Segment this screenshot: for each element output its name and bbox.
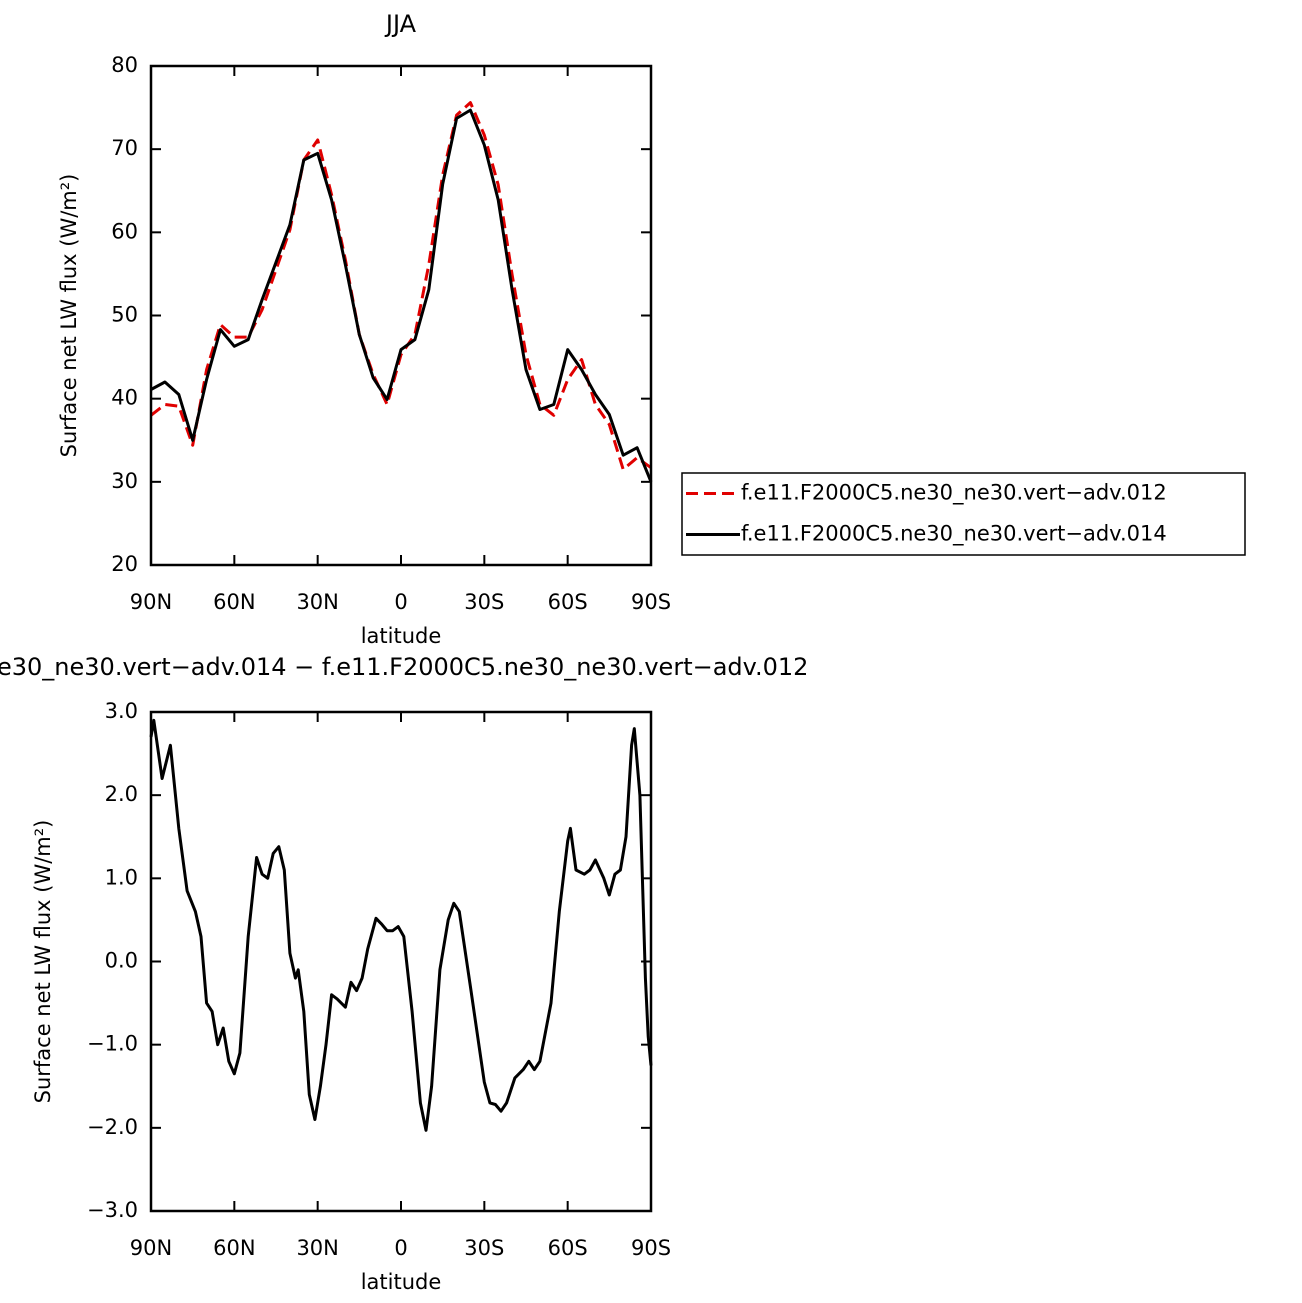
data-line xyxy=(150,101,652,471)
y-tick-label: −3.0 xyxy=(87,1198,138,1222)
chart-title: JJA xyxy=(384,10,417,38)
x-tick-label: 30N xyxy=(296,1236,338,1260)
x-tick-label: 60N xyxy=(213,1236,255,1260)
legend-label: f.e11.F2000C5.ne30_ne30.vert−adv.012 xyxy=(741,481,1167,506)
y-tick-label: 0.0 xyxy=(105,949,138,973)
y-tick-label: 80 xyxy=(111,53,138,77)
x-tick-label: 90N xyxy=(130,1236,172,1260)
x-tick-label: 60S xyxy=(548,590,588,614)
x-tick-label: 60S xyxy=(548,1236,588,1260)
chart-title: e30_ne30.vert−adv.014 − f.e11.F2000C5.ne… xyxy=(0,653,808,681)
y-tick-label: 30 xyxy=(111,469,138,493)
y-tick-label: 70 xyxy=(111,136,138,160)
y-tick-label: 3.0 xyxy=(105,699,138,723)
x-tick-label: 60N xyxy=(213,590,255,614)
y-tick-label: 50 xyxy=(111,303,138,327)
legend-label: f.e11.F2000C5.ne30_ne30.vert−adv.014 xyxy=(741,522,1167,547)
plot-frame xyxy=(149,64,653,567)
data-line xyxy=(150,108,653,483)
y-axis-label: Surface net LW flux (W/m²) xyxy=(57,174,81,458)
x-tick-label: 90S xyxy=(631,590,671,614)
y-tick-label: 20 xyxy=(111,552,138,576)
legend-box xyxy=(681,472,1246,556)
data-line xyxy=(149,718,653,1132)
y-tick-label: 60 xyxy=(111,219,138,243)
x-tick-label: 90S xyxy=(631,1236,671,1260)
y-axis-label: Surface net LW flux (W/m²) xyxy=(31,820,55,1104)
y-tick-label: 40 xyxy=(111,386,138,410)
x-tick-label: 30S xyxy=(464,590,504,614)
x-tick-label: 30S xyxy=(464,1236,504,1260)
x-tick-label: 90N xyxy=(130,590,172,614)
y-tick-label: −2.0 xyxy=(87,1115,138,1139)
x-axis-label: latitude xyxy=(361,1270,442,1294)
x-axis-label: latitude xyxy=(361,624,442,648)
y-tick-label: 2.0 xyxy=(105,782,138,806)
y-tick-label: 1.0 xyxy=(105,865,138,889)
x-tick-label: 0 xyxy=(394,1236,407,1260)
x-tick-label: 30N xyxy=(296,590,338,614)
x-tick-label: 0 xyxy=(394,590,407,614)
plot-frame xyxy=(149,710,653,1213)
y-tick-label: −1.0 xyxy=(87,1032,138,1056)
